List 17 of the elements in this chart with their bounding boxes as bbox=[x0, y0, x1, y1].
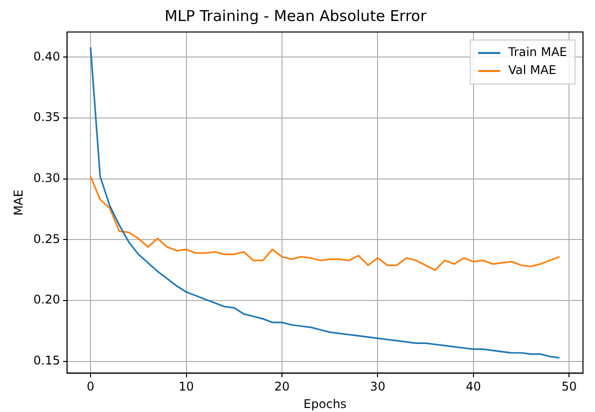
x-tick-label: 30 bbox=[370, 380, 386, 394]
x-tick-label: 0 bbox=[86, 380, 94, 394]
x-tick-label: 50 bbox=[561, 380, 577, 394]
x-tick-label: 10 bbox=[178, 380, 194, 394]
y-tick-label: 0.15 bbox=[33, 354, 60, 368]
y-tick-label: 0.30 bbox=[33, 170, 60, 185]
y-axis-title: MAE bbox=[11, 190, 26, 216]
y-tick-label: 0.40 bbox=[33, 49, 60, 64]
x-tick-label: 20 bbox=[274, 380, 290, 394]
x-tick-label: 40 bbox=[466, 380, 482, 394]
legend-label: Val MAE bbox=[508, 63, 556, 78]
y-tick-label: 0.25 bbox=[33, 232, 60, 246]
y-tick-label: 0.35 bbox=[33, 110, 60, 124]
chart-title: MLP Training - Mean Absolute Error bbox=[164, 6, 428, 25]
y-tick-label: 0.20 bbox=[33, 292, 60, 307]
x-axis-title: Epochs bbox=[304, 396, 347, 411]
legend-label: Train MAE bbox=[507, 45, 568, 60]
